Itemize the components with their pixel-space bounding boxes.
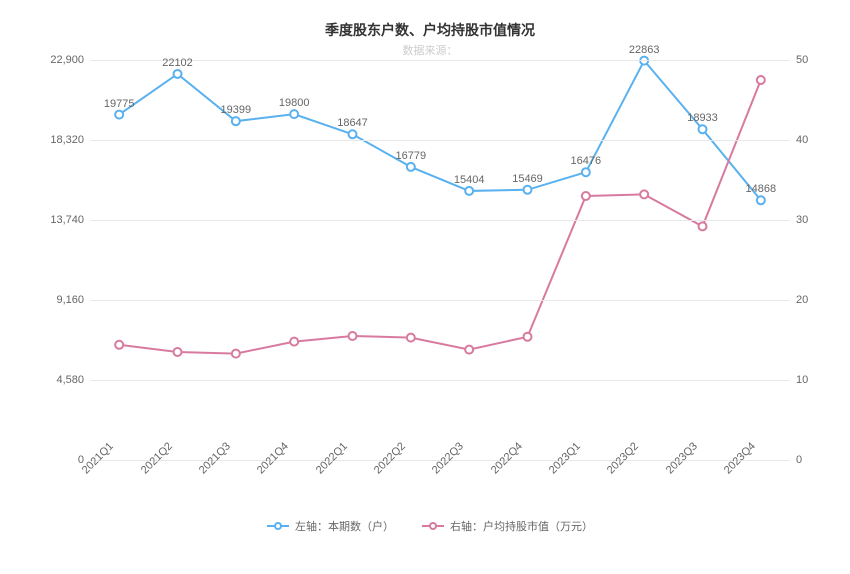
grid-line (90, 300, 790, 301)
data-label: 18647 (337, 117, 368, 129)
y-left-tick: 22,900 (50, 54, 84, 66)
y-left-tick: 13,740 (50, 214, 84, 226)
legend-circle-0 (274, 522, 282, 530)
data-label: 14868 (746, 183, 777, 195)
grid-line (90, 140, 790, 141)
data-label: 16779 (396, 150, 427, 162)
data-label: 18933 (687, 112, 718, 124)
data-label: 19775 (104, 98, 135, 110)
y-right-tick: 30 (796, 214, 808, 226)
legend-label-1: 右轴：户均持股市值（万元） (450, 518, 593, 534)
watermark: 数据来源： (403, 42, 458, 58)
legend-marker-series-0 (267, 521, 289, 531)
data-label: 19399 (221, 104, 252, 116)
plot-background (90, 60, 790, 460)
grid-line (90, 220, 790, 221)
grid-line (90, 380, 790, 381)
data-label: 16476 (571, 155, 602, 167)
y-left-tick: 18,320 (50, 134, 84, 146)
y-right-tick: 0 (796, 454, 802, 466)
data-label: 19800 (279, 97, 310, 109)
legend-label-0: 左轴：本期数（户） (295, 518, 394, 534)
y-right-tick: 20 (796, 294, 808, 306)
data-label: 22863 (629, 44, 660, 56)
chart-title: 季度股东户数、户均持股市值情况 (40, 20, 820, 40)
legend-item-series-0[interactable]: 左轴：本期数（户） (267, 518, 394, 534)
plot-area: 04,5809,16013,74018,32022,90001020304050… (90, 60, 790, 460)
legend-item-series-1[interactable]: 右轴：户均持股市值（万元） (422, 518, 593, 534)
legend-circle-1 (429, 522, 437, 530)
data-label: 22102 (162, 57, 193, 69)
chart-container: 季度股东户数、户均持股市值情况 数据来源： 04,5809,16013,7401… (40, 20, 820, 540)
y-left-tick: 4,580 (56, 374, 84, 386)
y-right-tick: 40 (796, 134, 808, 146)
legend-marker-series-1 (422, 521, 444, 531)
y-right-tick: 10 (796, 374, 808, 386)
grid-line (90, 60, 790, 61)
y-right-tick: 50 (796, 54, 808, 66)
legend: 左轴：本期数（户） 右轴：户均持股市值（万元） (267, 518, 593, 534)
data-label: 15469 (512, 173, 543, 185)
data-label: 15404 (454, 174, 485, 186)
y-left-tick: 9,160 (56, 294, 84, 306)
